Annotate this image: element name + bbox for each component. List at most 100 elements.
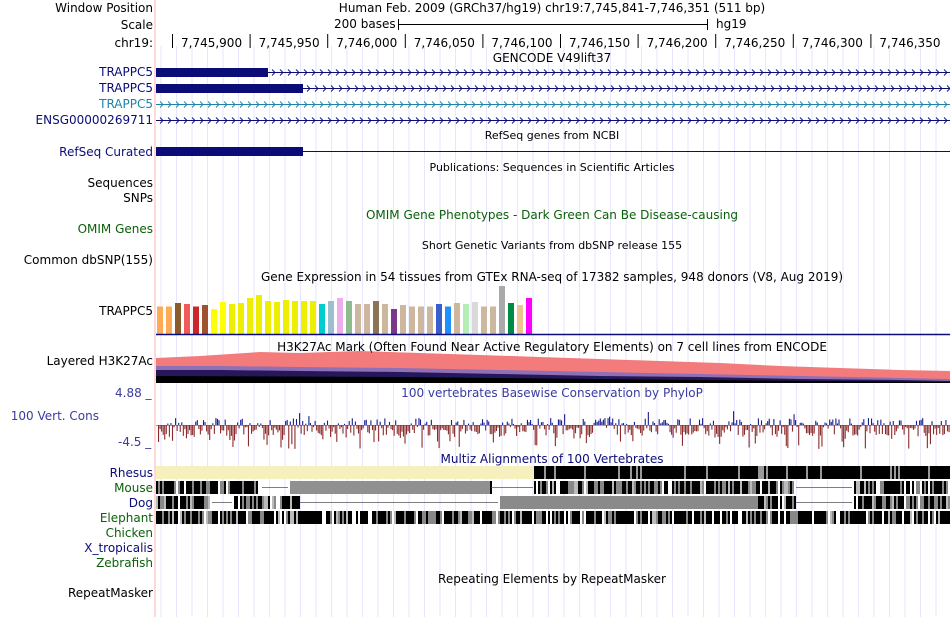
gencode-title[interactable]: GENCODE V49lift37: [492, 51, 612, 65]
refseq-label[interactable]: RefSeq Curated: [59, 145, 153, 159]
phylop-base-score: [946, 425, 949, 432]
phylop-base-score: [912, 425, 914, 430]
multiz-species-x-tropicalis[interactable]: X_tropicalis: [84, 541, 153, 555]
phylop-base-score: [175, 418, 177, 425]
alignment-column: [204, 481, 206, 494]
gtex-bar-chart[interactable]: [157, 286, 532, 334]
alignment-column: [586, 511, 588, 524]
multiz-species-elephant[interactable]: Elephant: [99, 511, 153, 525]
alignment-column: [388, 511, 390, 524]
gencode-track[interactable]: [156, 68, 950, 124]
multiz-species-dog[interactable]: Dog: [128, 496, 153, 510]
phylop-conservation-plot[interactable]: [156, 411, 950, 449]
multiz-species-rhesus[interactable]: Rhesus: [109, 466, 153, 480]
multiz-species-zebrafish[interactable]: Zebrafish: [96, 556, 153, 570]
alignment-column: [350, 511, 352, 524]
dog-gray-block: [500, 496, 758, 509]
strand-arrow: [562, 85, 567, 92]
alignment-column: [854, 496, 856, 509]
alignment-column: [902, 511, 904, 524]
publications-sequences-label[interactable]: Sequences: [87, 176, 153, 190]
phylop-base-score: [664, 419, 666, 425]
phylop-base-score: [202, 420, 205, 425]
strand-arrow: [735, 117, 740, 124]
phylop-base-score: [368, 425, 370, 434]
alignment-column: [200, 496, 202, 509]
gtex-title[interactable]: Gene Expression in 54 tissues from GTEx …: [260, 270, 844, 284]
omim-title[interactable]: OMIM Gene Phenotypes - Dark Green Can Be…: [365, 208, 739, 222]
alignment-column: [610, 481, 612, 494]
assembly-position-title[interactable]: Human Feb. 2009 (GRCh37/hg19) chr19:7,74…: [338, 1, 766, 15]
publications-title[interactable]: Publications: Sequences in Scientific Ar…: [429, 161, 675, 174]
alignment-column: [254, 496, 256, 509]
phylop-base-score: [508, 423, 510, 425]
alignment-column: [794, 511, 796, 524]
alignment-column: [168, 511, 170, 524]
dbsnp-title[interactable]: Short Genetic Variants from dbSNP releas…: [421, 239, 683, 252]
alignment-column: [316, 511, 318, 524]
omim-label[interactable]: OMIM Genes: [77, 222, 153, 236]
alignment-column: [740, 481, 742, 494]
phylop-base-score: [853, 425, 856, 435]
alignment-column: [848, 511, 850, 524]
h3k27ac-label[interactable]: Layered H3K27Ac: [46, 354, 153, 368]
alignment-column: [670, 481, 672, 494]
refseq-title[interactable]: RefSeq genes from NCBI: [484, 129, 620, 142]
phylop-base-score: [331, 425, 333, 432]
strand-arrow: [471, 117, 476, 124]
alignment-column: [948, 496, 950, 509]
h3k27ac-layered-signal[interactable]: [156, 351, 950, 383]
phylop-base-score: [564, 414, 566, 425]
strand-arrow: [791, 69, 796, 76]
strand-arrow: [607, 69, 612, 76]
repeatmasker-label[interactable]: RepeatMasker: [67, 586, 153, 600]
strand-arrow: [439, 69, 444, 76]
multiz-species-mouse[interactable]: Mouse: [114, 481, 153, 495]
alignment-column: [158, 511, 160, 524]
alignment-column: [200, 481, 202, 494]
strand-arrow: [738, 85, 743, 92]
dbsnp-label[interactable]: Common dbSNP(155): [23, 253, 153, 267]
gtex-label[interactable]: TRAPPC5: [99, 304, 153, 318]
gencode-row-label[interactable]: TRAPPC5: [99, 97, 153, 111]
alignment-column: [776, 481, 778, 494]
alignment-column: [822, 511, 824, 524]
gtex-tissue-bar: [373, 301, 379, 334]
multiz-title[interactable]: Multiz Alignments of 100 Vertebrates: [440, 452, 664, 466]
h3k27ac-title[interactable]: H3K27Ac Mark (Often Found Near Active Re…: [277, 340, 827, 354]
window-position-label: Window Position: [55, 1, 153, 15]
phylop-base-score: [344, 423, 346, 425]
multiz-alignment-blocks[interactable]: [156, 466, 950, 524]
alignment-column: [204, 496, 206, 509]
strand-arrow: [215, 101, 220, 108]
alignment-column: [206, 496, 208, 509]
phylop-base-score: [339, 425, 341, 430]
repeatmasker-title[interactable]: Repeating Elements by RepeatMasker: [438, 572, 666, 586]
alignment-column: [160, 481, 162, 494]
strand-arrow: [578, 85, 583, 92]
phylop-base-score: [536, 425, 538, 446]
alignment-column: [682, 481, 684, 494]
phylop-label[interactable]: 100 Vert. Cons: [10, 409, 99, 423]
phylop-title[interactable]: 100 vertebrates Basewise Conservation by…: [401, 386, 703, 400]
alignment-column: [166, 511, 168, 524]
alignment-column: [696, 481, 698, 494]
gencode-row-label[interactable]: TRAPPC5: [99, 65, 153, 79]
alignment-column: [784, 496, 786, 509]
phylop-base-score: [886, 425, 888, 436]
multiz-species-chicken[interactable]: Chicken: [105, 526, 153, 540]
gtex-tissue-bar: [481, 306, 487, 334]
gencode-row-label[interactable]: TRAPPC5: [99, 81, 153, 95]
alignment-column: [468, 511, 470, 524]
alignment-column: [636, 511, 638, 524]
alignment-column: [790, 496, 792, 509]
alignment-column: [906, 481, 908, 494]
refseq-gene-model[interactable]: [156, 147, 950, 156]
alignment-column: [742, 481, 744, 494]
strand-arrow: [407, 69, 412, 76]
alignment-column: [274, 496, 276, 509]
ruler-tick-label: 7,746,200: [646, 36, 708, 50]
gencode-row-label[interactable]: ENSG00000269711: [35, 113, 153, 127]
publications-snps-label[interactable]: SNPs: [123, 191, 153, 205]
